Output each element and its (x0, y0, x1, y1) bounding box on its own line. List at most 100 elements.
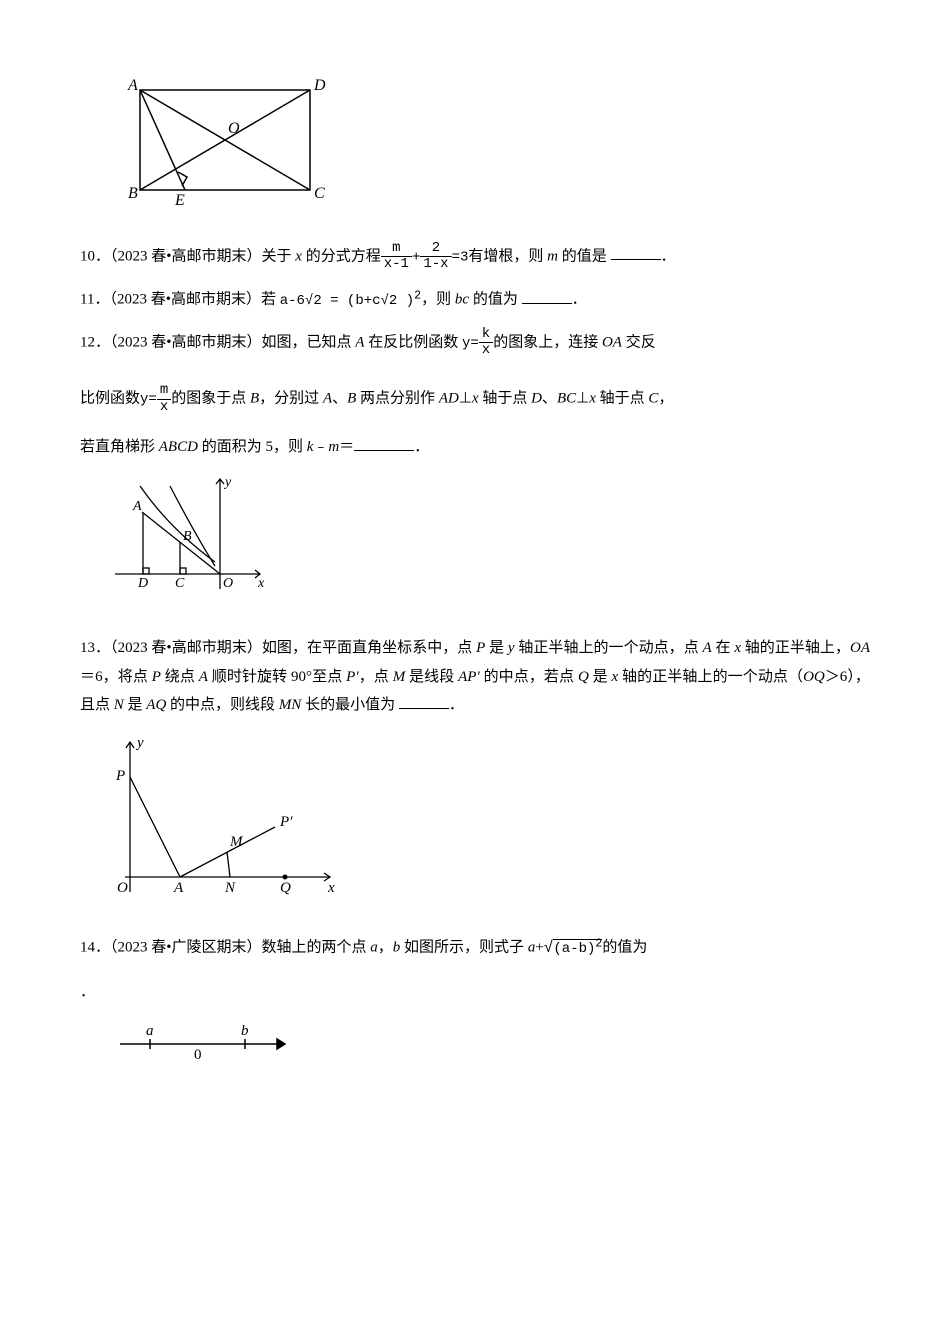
p12-t13: 若直角梯形 (80, 439, 159, 455)
numberline-svg: a b 0 (110, 1019, 300, 1069)
p10-t2: 有增根，则 (468, 248, 547, 264)
p10-src: （2023 春•高邮市期末）关于 (110, 248, 295, 264)
hyperbola-svg: A B C D O x y (110, 474, 270, 604)
p13-blank (399, 693, 449, 709)
p10-x: x (295, 248, 302, 264)
figure-rectangle: A B C D E O (110, 70, 870, 221)
problem-12-line2: 比例函数y=mx的图象于点 B，分别过 A、B 两点分别作 AD⊥x 轴于点 D… (80, 383, 870, 415)
p12-AD: AD (439, 391, 459, 407)
problem-12: 12．（2023 春•高邮市期末）如图，已知点 A 在反比例函数 y=kx的图象… (80, 327, 870, 359)
p13-x: x (734, 640, 741, 656)
p14-sqrt: √(a-b)2 (544, 941, 603, 957)
p10-t3: 的值是 (558, 248, 611, 264)
p12-f1d: x (479, 343, 493, 358)
p10-f2d: 1-x (420, 257, 451, 272)
p14-t3: 的值为 (602, 940, 647, 956)
p14-t1: ， (378, 940, 393, 956)
problem-13: 13．（2023 春•高邮市期末）如图，在平面直角坐标系中，点 P 是 y 轴正… (80, 634, 870, 720)
rot-Pp: P′ (279, 814, 293, 830)
p13-t3: 在 (712, 640, 735, 656)
p13-MN: MN (279, 697, 302, 713)
p12-t5: 的图象于点 (171, 391, 250, 407)
p13-N: N (114, 697, 124, 713)
p10-f2n: 2 (420, 241, 451, 257)
p12-t12: ， (658, 391, 673, 407)
p10-m: m (547, 248, 558, 264)
p11-src: （2023 春•高邮市期末）若 (109, 292, 279, 308)
hyp-C: C (175, 576, 185, 591)
p12-C: C (648, 391, 658, 407)
p13-end: ． (449, 697, 464, 713)
p12-t2: 的图象上，连接 (493, 334, 602, 350)
p12-t14: 的面积为 5，则 (198, 439, 307, 455)
p13-t6: 顺时针旋转 90°至点 (208, 669, 346, 685)
figure-hyperbola: A B C D O x y (110, 474, 870, 615)
rot-A: A (173, 880, 184, 896)
p13-t10: 是 (589, 669, 612, 685)
p11-blank (522, 288, 572, 304)
p13-t4: 轴的正半轴上， (741, 640, 850, 656)
rot-O: O (117, 880, 128, 896)
p12-B2: B (347, 391, 356, 407)
p13-P2: P (152, 669, 161, 685)
label-E: E (174, 192, 185, 209)
rot-M: M (229, 834, 244, 850)
p10-end: ． (661, 248, 676, 264)
p13-P: P (476, 640, 485, 656)
p13-OQ: OQ (803, 669, 825, 685)
p13-t14: 长的最小值为 (301, 697, 399, 713)
hyp-x: x (257, 576, 265, 591)
nl-0: 0 (194, 1047, 202, 1063)
p12-x2: x (589, 391, 596, 407)
problem-11: 11．（2023 春•高邮市期末）若 a-6√2 = (b+c√2 )2，则 b… (80, 284, 870, 314)
p12-t8: 两点分别作 (356, 391, 439, 407)
hyp-D: D (137, 576, 148, 591)
p12-A2: A (323, 391, 332, 407)
hyp-y: y (223, 475, 232, 490)
problem-12-line3: 若直角梯形 ABCD 的面积为 5，则 k﹣m＝． (80, 433, 870, 462)
p14-src: （2023 春•广陵区期末）数轴上的两个点 (110, 940, 370, 956)
p11-t2: 的值为 (469, 292, 522, 308)
p12-perp1: ⊥ (459, 391, 472, 407)
nl-b: b (241, 1023, 249, 1039)
p13-t5: 绕点 (161, 669, 199, 685)
figure-rotation: P P′ M O A N Q x y (110, 732, 870, 913)
p11-t1: 则 (436, 292, 455, 308)
p12-eq2: ＝ (339, 439, 354, 455)
label-B: B (128, 185, 138, 202)
p13-t7: ，点 (359, 669, 393, 685)
figure-numberline: a b 0 (110, 1019, 870, 1080)
p12-num: 12． (80, 334, 110, 350)
nl-a: a (146, 1023, 154, 1039)
p12-blank (354, 435, 414, 451)
hyp-B: B (183, 529, 192, 544)
p10-blank (611, 244, 661, 260)
p13-y: y (508, 640, 515, 656)
problem-14: 14．（2023 春•广陵区期末）数轴上的两个点 a，b 如图所示，则式子 a+… (80, 932, 870, 963)
problem-10: 10．（2023 春•高邮市期末）关于 x 的分式方程mx-1+21-x=3有增… (80, 241, 870, 273)
p12-OA: OA (602, 334, 622, 350)
p13-src: （2023 春•高邮市期末）如图，在平面直角坐标系中，点 (110, 640, 476, 656)
label-C: C (314, 185, 325, 202)
p13-t2: 轴正半轴上的一个动点，点 (515, 640, 703, 656)
p12-f2d: x (157, 400, 171, 415)
p13-t12: 是 (124, 697, 147, 713)
p10-num: 10． (80, 248, 110, 264)
p12-end: ． (414, 439, 429, 455)
rot-x: x (327, 880, 335, 896)
label-A: A (127, 77, 138, 94)
p10-frac1: mx-1 (381, 241, 412, 273)
p11-expr: a-6√2 = (b+c√2 )2 (280, 293, 421, 309)
p13-t8: 是线段 (405, 669, 458, 685)
rot-N: N (224, 880, 236, 896)
p12-src: （2023 春•高邮市期末）如图，已知点 (110, 334, 355, 350)
p12-frac1: kx (479, 327, 493, 359)
p13-t13: 的中点，则线段 (166, 697, 279, 713)
p12-ABCD: ABCD (159, 439, 198, 455)
p12-B: B (250, 391, 259, 407)
p11-end: ． (572, 292, 587, 308)
p12-t10: 、 (542, 391, 557, 407)
rotation-svg: P P′ M O A N Q x y (110, 732, 340, 902)
p13-t11: 轴的正半轴上的一个动点（ (618, 669, 803, 685)
p11-bc: bc (455, 292, 469, 308)
